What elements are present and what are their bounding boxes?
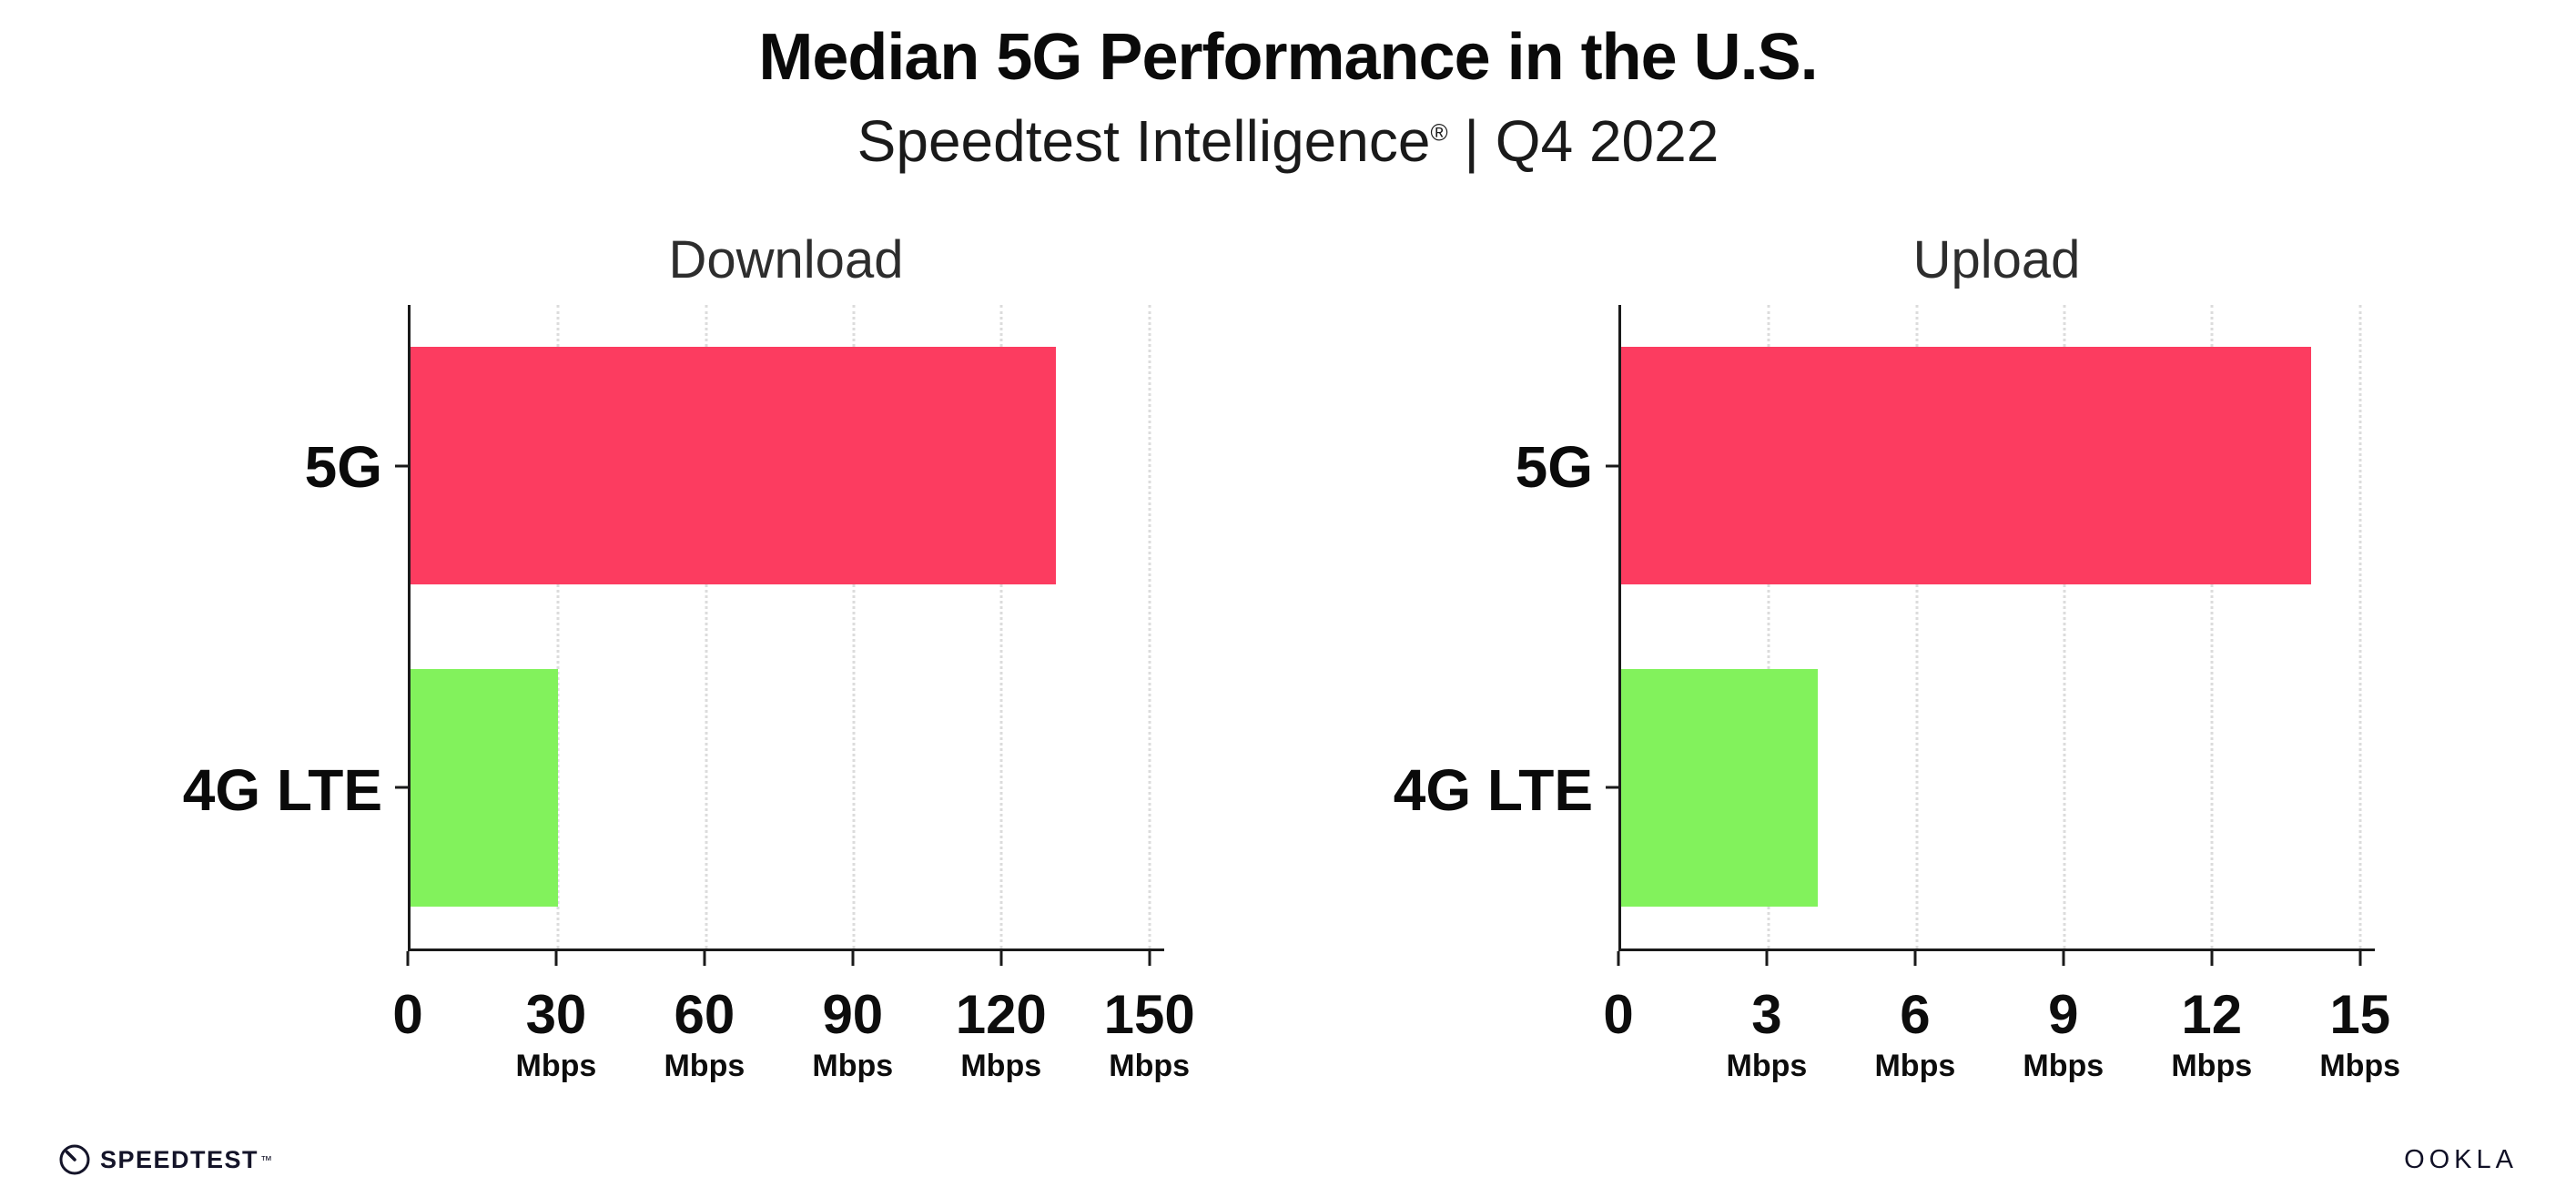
x-tickmark-0 [1617, 951, 1620, 966]
x-tickmark-60 [703, 951, 706, 966]
category-label-4g-lte: 4G LTE [1393, 756, 1593, 823]
x-tick-value: 30 [525, 984, 587, 1045]
x-tickmark-0 [406, 951, 410, 966]
bar-5g [411, 347, 1056, 585]
gridline-120 [999, 305, 1003, 948]
x-tick-value: 60 [674, 984, 735, 1045]
page-title: Median 5G Performance in the U.S. [758, 21, 1818, 94]
x-tickmark-12 [2210, 951, 2214, 966]
speedtest-logo: SPEEDTEST ™ [58, 1143, 272, 1176]
upload-plot-area [1606, 305, 2375, 951]
x-tick-unit: Mbps [664, 1049, 745, 1083]
speedtest-gauge-icon [59, 1144, 90, 1175]
gridline-12 [2210, 305, 2214, 948]
gridline-3 [1767, 305, 1770, 948]
x-tick-unit: Mbps [2319, 1049, 2401, 1083]
x-tick-label-0: 0 [392, 986, 422, 1044]
x-tick-value: 120 [955, 984, 1047, 1045]
x-tickmark-15 [2358, 951, 2362, 966]
upload-chart-title: Upload [1912, 230, 2081, 289]
x-tickmark-3 [1765, 951, 1769, 966]
x-tickmark-120 [999, 951, 1003, 966]
gridline-30 [556, 305, 560, 948]
category-label-5g: 5G [304, 433, 382, 500]
x-tick-value: 3 [1751, 984, 1782, 1045]
download-x-axis: 0 30 Mbps 60 Mbps 90 Mbps 120 Mbps 150 Mbps [392, 951, 1195, 1106]
x-tick-unit: Mbps [2023, 1049, 2104, 1083]
x-tick-label-150: 150 Mbps [1104, 986, 1195, 1084]
x-tick-unit: Mbps [812, 1049, 894, 1083]
download-y-axis-labels: 5G 4G LTE [0, 305, 408, 951]
gridline-15 [2358, 305, 2362, 948]
x-tick-value: 90 [822, 984, 884, 1045]
x-tickmark-30 [554, 951, 558, 966]
upload-chart: Upload 5G 4G LTE 0 3 Mbps 6 Mbps 9 Mbps 12 Mbps 15… [1288, 228, 2576, 1138]
bar-4g-lte [1621, 668, 1819, 907]
gridline-9 [2063, 305, 2066, 948]
x-tick-unit: Mbps [2171, 1049, 2253, 1083]
x-tick-label-15: 15 Mbps [2319, 986, 2400, 1084]
y-tickmark-5g [395, 464, 408, 468]
x-tickmark-6 [1913, 951, 1917, 966]
x-tick-value: 12 [2181, 984, 2243, 1045]
x-tick-unit: Mbps [960, 1049, 1042, 1083]
speedtest-wordmark: SPEEDTEST [100, 1145, 259, 1173]
registered-trademark-icon: ® [1430, 118, 1448, 147]
x-tick-unit: Mbps [1874, 1049, 1956, 1083]
download-chart: Download 5G 4G LTE 0 30 Mbps 60 Mbps 90 Mbps 120… [0, 228, 1288, 1138]
x-tick-label-3: 3 Mbps [1727, 986, 1808, 1084]
subtitle-period: | Q4 2022 [1447, 108, 1719, 174]
x-tick-label-6: 6 Mbps [1874, 986, 1955, 1084]
x-tick-label-9: 9 Mbps [2023, 986, 2104, 1084]
upload-x-axis: 0 3 Mbps 6 Mbps 9 Mbps 12 Mbps 15 Mbps [1603, 951, 2400, 1106]
upload-y-axis-labels: 5G 4G LTE [1288, 305, 1618, 951]
x-tick-value: 0 [392, 984, 423, 1045]
x-tick-value: 6 [1900, 984, 1931, 1045]
y-tickmark-5g [1606, 464, 1618, 468]
y-tickmark-4g-lte [395, 786, 408, 789]
category-label-4g-lte: 4G LTE [182, 756, 382, 823]
ookla-logo: OOKLA [2404, 1144, 2518, 1174]
download-chart-title: Download [668, 230, 904, 289]
bar-5g [1621, 347, 2311, 585]
subtitle-brand: Speedtest Intelligence [857, 108, 1431, 174]
x-tick-label-60: 60 Mbps [664, 986, 745, 1084]
gridline-60 [705, 305, 708, 948]
footer: SPEEDTEST ™ OOKLA [58, 1134, 2518, 1185]
x-tick-label-12: 12 Mbps [2171, 986, 2252, 1084]
x-tick-label-0: 0 [1603, 986, 1633, 1044]
bar-4g-lte [411, 668, 559, 907]
gridline-6 [1915, 305, 1919, 948]
x-tick-label-30: 30 Mbps [516, 986, 597, 1084]
x-tick-value: 0 [1603, 984, 1634, 1045]
category-label-5g: 5G [1515, 433, 1593, 500]
x-tick-label-90: 90 Mbps [812, 986, 893, 1084]
x-tick-unit: Mbps [1726, 1049, 1808, 1083]
trademark-icon: ™ [260, 1152, 273, 1167]
y-tickmark-4g-lte [1606, 786, 1618, 789]
x-tick-value: 15 [2329, 984, 2391, 1045]
gridline-90 [852, 305, 856, 948]
x-tickmark-90 [851, 951, 855, 966]
page-subtitle: Speedtest Intelligence® | Q4 2022 [0, 107, 2576, 175]
download-plot-area [395, 305, 1164, 951]
x-tickmark-150 [1148, 951, 1151, 966]
x-tickmark-9 [2062, 951, 2065, 966]
gridline-150 [1148, 305, 1151, 948]
x-tick-value: 150 [1103, 984, 1195, 1045]
x-tick-unit: Mbps [515, 1049, 597, 1083]
x-tick-value: 9 [2048, 984, 2079, 1045]
x-tick-unit: Mbps [1109, 1049, 1191, 1083]
x-tick-label-120: 120 Mbps [956, 986, 1047, 1084]
